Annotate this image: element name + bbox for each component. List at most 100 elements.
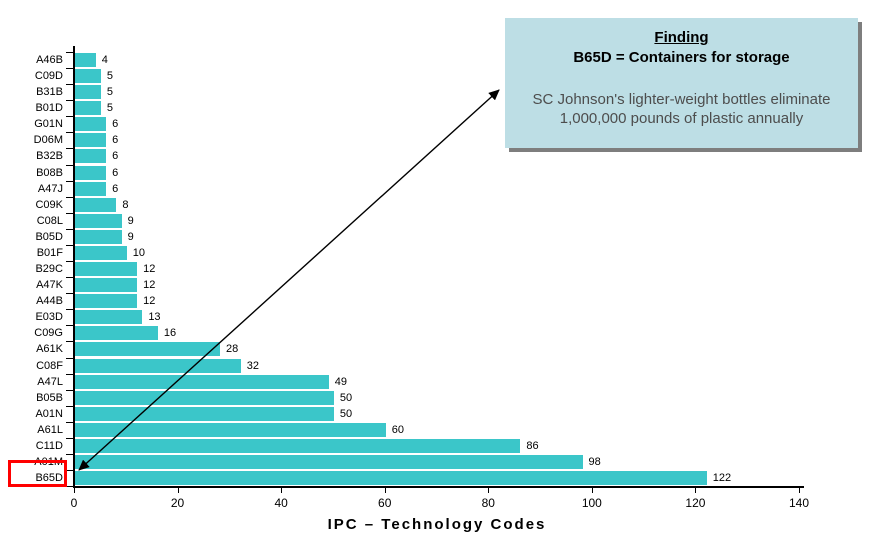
x-axis-title: IPC – Technology Codes: [327, 516, 547, 533]
bar-value-label: 122: [712, 472, 732, 485]
bar: [75, 69, 101, 84]
category-label: A47J: [37, 182, 63, 195]
bar: [75, 294, 138, 309]
y-tick: [66, 165, 74, 166]
y-tick: [66, 84, 74, 85]
x-tick-label: 80: [481, 496, 495, 510]
bar-value-label: 12: [143, 279, 156, 292]
bar: [75, 471, 707, 486]
category-label: B32B: [36, 150, 63, 163]
bar: [75, 229, 122, 244]
bar: [75, 262, 138, 277]
y-tick: [66, 261, 74, 262]
bar-value-label: 4: [101, 54, 108, 66]
category-label: A61L: [37, 423, 63, 436]
finding-callout: Finding B65D = Containers for storage SC…: [505, 18, 858, 148]
bar: [75, 133, 107, 148]
bar-value-label: 28: [226, 343, 239, 356]
bar: [75, 117, 107, 132]
bar-value-label: 49: [334, 375, 347, 388]
category-label: A61K: [36, 343, 63, 356]
bar: [75, 342, 220, 357]
x-tick: [591, 488, 593, 493]
x-tick: [177, 488, 179, 493]
y-tick: [66, 148, 74, 149]
bar: [75, 278, 138, 293]
bar: [75, 181, 107, 196]
y-tick: [66, 132, 74, 133]
bar: [75, 438, 521, 453]
category-label: G01N: [34, 118, 63, 131]
bar-value-label: 50: [339, 407, 353, 420]
y-tick: [66, 486, 74, 487]
x-tick: [799, 488, 800, 493]
category-label: B01D: [35, 102, 63, 115]
category-label: A47K: [36, 279, 63, 292]
bar: [75, 149, 107, 164]
x-tick-label: 0: [70, 496, 78, 510]
bar-value-label: 6: [112, 118, 119, 131]
y-tick: [66, 213, 74, 214]
x-tick: [488, 488, 490, 493]
bar: [75, 422, 386, 437]
bar-value-label: 16: [163, 327, 177, 340]
category-label: B08B: [36, 166, 63, 179]
x-tick: [281, 488, 283, 493]
category-label: B05D: [35, 230, 63, 243]
category-label: E03D: [35, 311, 63, 324]
category-label: B31B: [36, 86, 63, 99]
bar: [75, 197, 117, 212]
bar: [75, 165, 107, 180]
y-tick: [66, 358, 74, 359]
x-tick: [384, 488, 386, 493]
y-tick: [66, 181, 74, 182]
category-label: C08L: [36, 214, 63, 227]
category-label: D06M: [33, 134, 63, 147]
y-tick: [66, 341, 74, 342]
bar-value-label: 9: [127, 214, 134, 227]
category-label: B65D: [35, 472, 63, 485]
category-label: C09K: [35, 198, 63, 211]
bar: [75, 390, 334, 405]
bar: [75, 406, 334, 421]
x-tick-label: 40: [274, 496, 288, 510]
callout-body-line1: SC Johnson's lighter-weight bottles elim…: [532, 91, 831, 108]
y-axis-line: [73, 46, 75, 488]
bar-value-label: 5: [106, 102, 114, 115]
y-tick: [66, 229, 74, 230]
x-tick-label: 20: [170, 496, 185, 510]
x-tick-label: 60: [378, 496, 392, 510]
y-tick: [66, 277, 74, 278]
category-label: A46B: [36, 54, 63, 66]
bar-value-label: 60: [391, 423, 404, 436]
category-label: A01N: [35, 407, 63, 420]
category-label: A44B: [36, 295, 63, 308]
y-tick: [66, 309, 74, 310]
category-label: A47L: [37, 375, 63, 388]
bar: [75, 374, 329, 389]
category-label: C11D: [35, 439, 63, 452]
y-tick: [66, 374, 74, 375]
y-tick: [66, 422, 74, 423]
x-tick-label: 140: [788, 496, 810, 510]
y-tick: [66, 116, 74, 117]
bar-value-label: 8: [122, 198, 129, 211]
bar-value-label: 12: [143, 263, 156, 276]
bar-value-label: 32: [246, 359, 259, 372]
bar: [75, 245, 127, 260]
y-tick: [66, 245, 74, 246]
bar: [75, 101, 101, 116]
y-tick: [66, 197, 74, 198]
bar: [75, 85, 101, 100]
bar-value-label: 5: [106, 70, 114, 83]
callout-subtitle: B65D = Containers for storage: [573, 49, 790, 66]
bar-value-label: 86: [526, 439, 539, 452]
x-tick-label: 120: [685, 496, 706, 510]
category-label: B05B: [36, 391, 63, 404]
callout-body: SC Johnson's lighter-weight bottles elim…: [505, 90, 858, 128]
x-tick-label: 100: [581, 496, 602, 510]
b65d-highlight-box: [8, 460, 67, 487]
y-tick: [66, 390, 74, 391]
category-label: C09D: [34, 70, 63, 83]
